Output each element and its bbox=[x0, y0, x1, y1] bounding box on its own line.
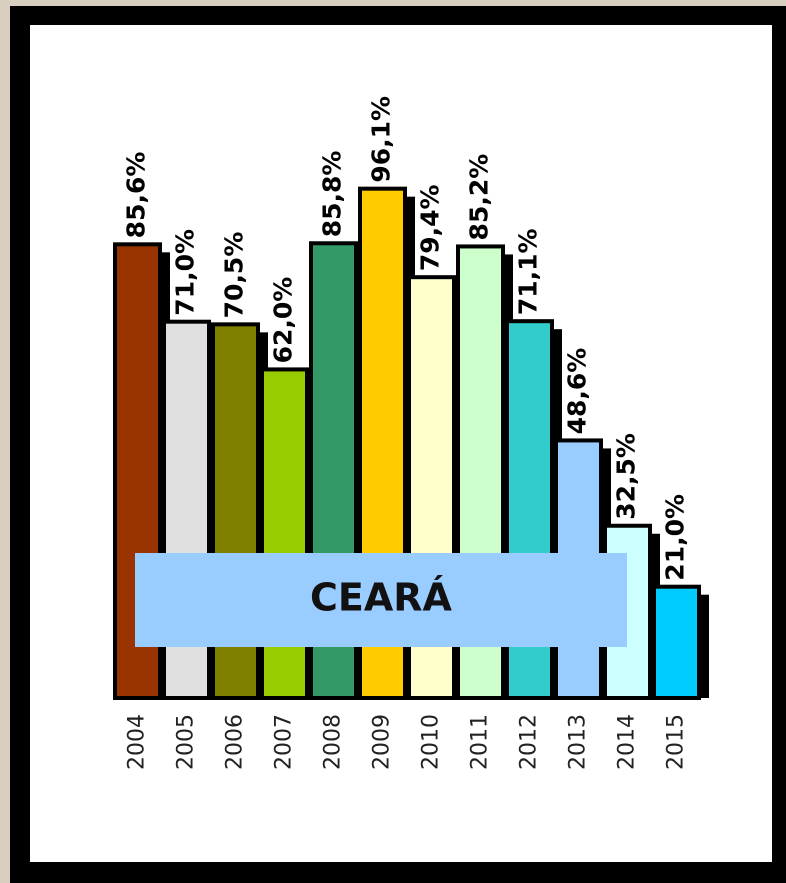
value-label: 21,0% bbox=[661, 494, 690, 581]
value-label: 96,1% bbox=[367, 96, 396, 183]
value-label: 62,0% bbox=[269, 277, 298, 364]
x-tick-label: 2007 bbox=[272, 714, 297, 770]
x-tick-label: 2011 bbox=[468, 714, 493, 770]
annotation-box bbox=[135, 553, 627, 647]
value-label: 85,6% bbox=[122, 152, 151, 239]
annotation: CEARÁ bbox=[310, 576, 453, 620]
x-tick-label: 2005 bbox=[174, 714, 199, 770]
bar bbox=[652, 584, 701, 701]
value-label: 32,5% bbox=[612, 433, 641, 520]
value-label: 71,0% bbox=[171, 229, 200, 316]
value-label: 70,5% bbox=[220, 232, 249, 319]
value-label: 85,2% bbox=[465, 154, 494, 241]
value-label: 85,8% bbox=[318, 151, 347, 238]
bar bbox=[260, 367, 309, 700]
x-tick-label: 2014 bbox=[615, 714, 640, 770]
overlay: CEARÁ bbox=[135, 553, 627, 647]
value-label: 71,1% bbox=[514, 228, 543, 315]
x-tick-label: 2015 bbox=[664, 714, 689, 770]
x-tick-label: 2009 bbox=[370, 714, 395, 770]
x-tick-label: 2004 bbox=[125, 714, 150, 770]
x-tick-label: 2013 bbox=[566, 714, 591, 770]
x-tick-label: 2006 bbox=[223, 714, 248, 770]
value-label: 48,6% bbox=[563, 348, 592, 435]
x-tick-label: 2010 bbox=[419, 714, 444, 770]
x-tick-label: 2012 bbox=[517, 714, 542, 770]
value-label: 79,4% bbox=[416, 184, 445, 271]
x-tick-label: 2008 bbox=[321, 714, 346, 770]
